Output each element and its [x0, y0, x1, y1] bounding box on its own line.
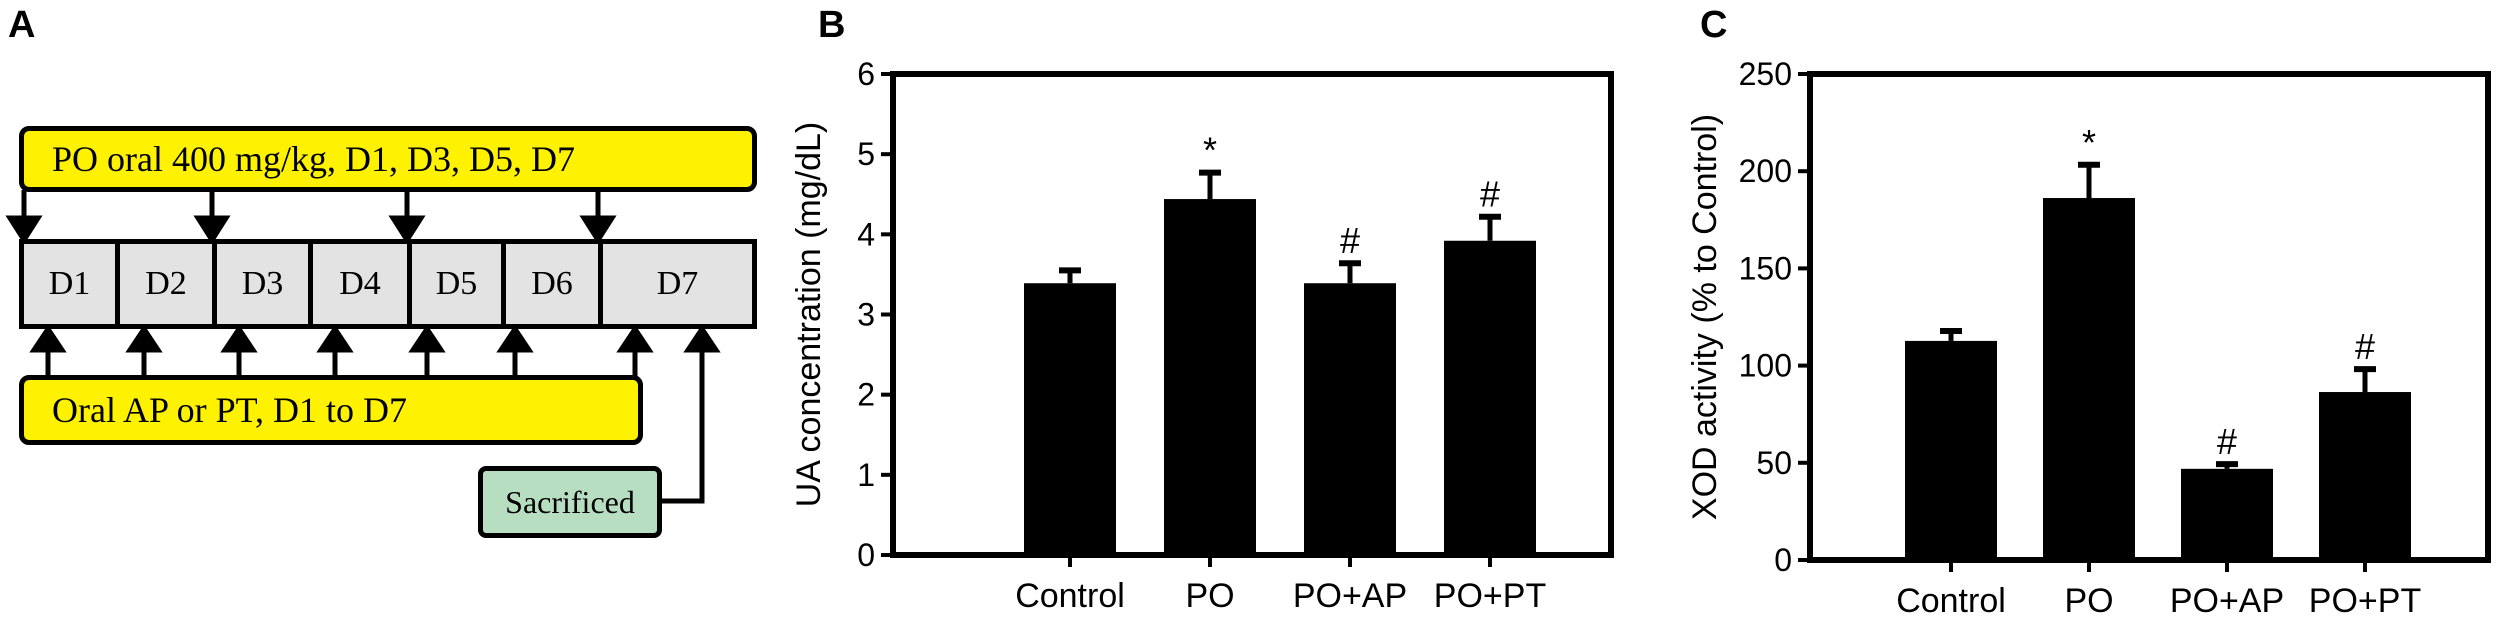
day-cell: D6	[506, 244, 603, 324]
ua-concentration-chart: 0 1 2 3 4 5 6 UA concentration (mg/dL) Control * P…	[790, 56, 1614, 615]
y-tick-label: 100	[1739, 348, 1792, 384]
panel-a-letter: A	[8, 4, 36, 46]
y-tick-label: 2	[857, 377, 875, 413]
x-tick-label: Control	[1896, 582, 2006, 620]
significance-marker: *	[1203, 130, 1217, 171]
ap-pt-dosing-box: Oral AP or PT, D1 to D7	[19, 375, 643, 445]
significance-marker: #	[2355, 326, 2375, 367]
x-tick-label: PO+PT	[2309, 582, 2421, 620]
y-axis-label: XOD activity (% to Control)	[1686, 114, 1724, 520]
y-tick-label: 4	[857, 216, 875, 252]
y-tick-label: 250	[1739, 56, 1792, 92]
day-cell: D4	[313, 244, 412, 324]
day-cell: D1	[24, 244, 120, 324]
panel-c-letter: C	[1700, 4, 1728, 46]
bar	[1024, 283, 1116, 555]
significance-marker: #	[2217, 421, 2237, 462]
bar	[1905, 340, 1997, 560]
bar	[2043, 198, 2135, 560]
significance-marker: #	[1480, 174, 1500, 215]
y-tick-label: 200	[1739, 153, 1792, 189]
y-tick-label: 150	[1739, 250, 1792, 286]
y-axis-label: UA concentration (mg/dL)	[790, 122, 828, 508]
day-cell: D3	[217, 244, 313, 324]
x-tick-label: Control	[1015, 577, 1125, 615]
significance-marker: *	[2082, 122, 2096, 163]
significance-marker: #	[1340, 220, 1360, 261]
x-tick-label: PO+PT	[1434, 577, 1546, 615]
bar	[2181, 468, 2273, 560]
timeline-arrows	[5, 190, 721, 504]
y-tick-label: 1	[857, 457, 875, 493]
panel-b-letter: B	[818, 4, 846, 46]
xod-activity-chart: 0 50 100 150 200 250 XOD activity (% to Contro…	[1686, 56, 2491, 620]
x-tick-label: PO+AP	[2170, 582, 2284, 620]
y-tick-label: 3	[857, 297, 875, 333]
bar	[1304, 283, 1396, 555]
sacrificed-box: Sacrificed	[478, 466, 662, 538]
day-cell: D7	[656, 265, 699, 302]
x-tick-label: PO	[2064, 582, 2113, 620]
y-tick-label: 0	[857, 537, 875, 573]
bar	[1164, 199, 1256, 555]
y-tick-label: 5	[857, 136, 875, 172]
y-tick-label: 0	[1774, 542, 1792, 578]
plot-frame	[1807, 71, 2491, 563]
y-tick-label: 6	[857, 56, 875, 92]
bar	[2319, 392, 2411, 560]
po-dosing-box: PO oral 400 mg/kg, D1, D3, D5, D7	[19, 126, 757, 192]
x-tick-label: PO+AP	[1293, 577, 1407, 615]
x-tick-label: PO	[1185, 577, 1234, 615]
day-timeline: D1 D2 D3 D4 D5 D6 D7	[19, 239, 757, 329]
day-cell: D2	[120, 244, 217, 324]
bar	[1444, 240, 1536, 555]
y-tick-label: 50	[1756, 445, 1792, 481]
day-cell: D5	[412, 244, 506, 324]
